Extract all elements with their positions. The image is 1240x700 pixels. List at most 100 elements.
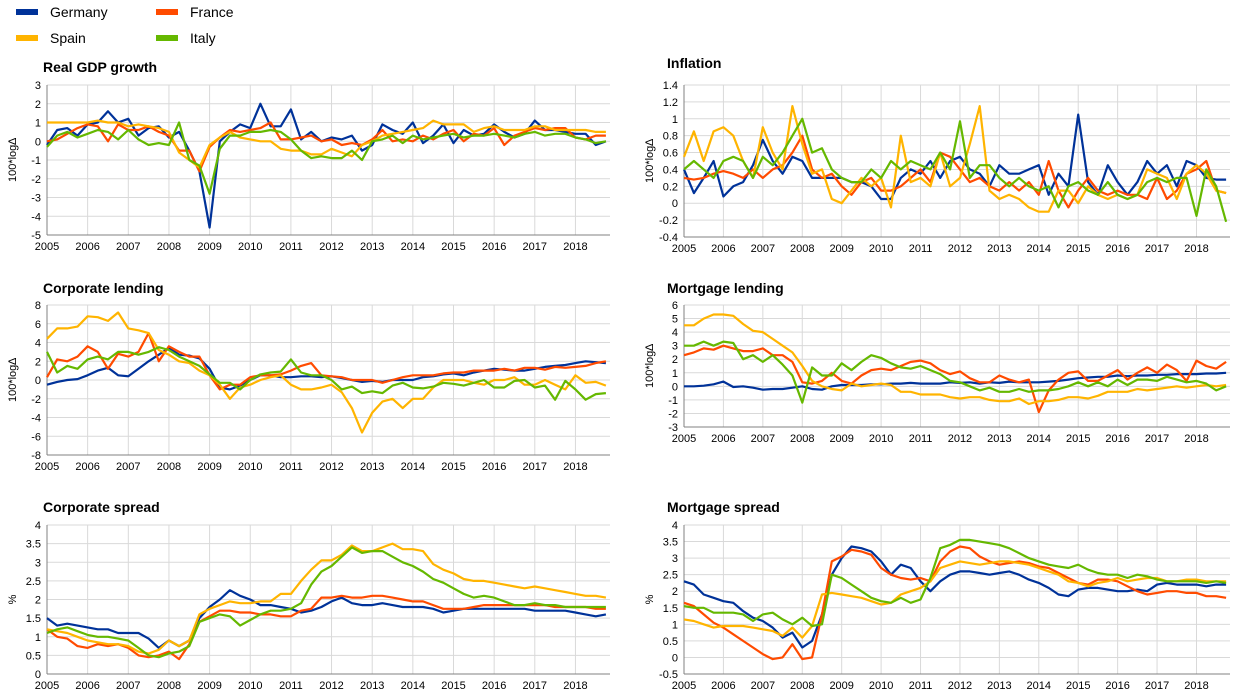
y-tick-label: 3 bbox=[35, 80, 41, 92]
x-tick-label: 2006 bbox=[711, 680, 735, 692]
series-line-france bbox=[46, 332, 607, 391]
x-tick-label: 2018 bbox=[563, 461, 587, 473]
y-tick-label: -3 bbox=[31, 193, 41, 205]
x-tick-label: 2011 bbox=[279, 461, 303, 473]
x-tick-label: 2006 bbox=[711, 243, 735, 255]
y-tick-label: 2 bbox=[672, 586, 678, 598]
y-tick-label: 3 bbox=[672, 553, 678, 565]
series-line-italy bbox=[46, 546, 606, 659]
legend-swatch-italy bbox=[156, 35, 178, 42]
y-tick-label: -0.5 bbox=[659, 669, 678, 681]
x-tick-label: 2012 bbox=[319, 241, 343, 253]
x-tick-label: 2010 bbox=[869, 433, 893, 445]
y-tick-label: -1 bbox=[668, 395, 678, 407]
x-tick-label: 2017 bbox=[1145, 433, 1169, 445]
x-tick-label: 2015 bbox=[441, 241, 465, 253]
x-tick-label: 2009 bbox=[197, 680, 221, 692]
y-tick-label: 1.5 bbox=[26, 613, 41, 625]
legend-swatch-germany bbox=[16, 9, 38, 16]
x-tick-label: 2012 bbox=[948, 433, 972, 445]
series-line-spain bbox=[46, 311, 607, 434]
x-tick-label: 2010 bbox=[238, 680, 262, 692]
y-tick-label: 0.2 bbox=[663, 181, 678, 193]
y-tick-label: 4 bbox=[35, 520, 41, 532]
x-tick-label: 2005 bbox=[35, 461, 59, 473]
legend-label-spain: Spain bbox=[50, 30, 86, 46]
y-tick-label: 1 bbox=[672, 368, 678, 380]
y-tick-label: 2.5 bbox=[26, 576, 41, 588]
y-axis-title: 100*log∆ bbox=[644, 139, 656, 183]
y-tick-label: -5 bbox=[31, 230, 41, 242]
panel-title-mortgage-spread: Mortgage spread bbox=[667, 499, 780, 515]
x-tick-label: 2007 bbox=[751, 433, 775, 445]
x-tick-label: 2016 bbox=[482, 680, 506, 692]
x-tick-label: 2017 bbox=[1145, 243, 1169, 255]
y-tick-label: 4 bbox=[672, 327, 678, 339]
y-tick-label: 1 bbox=[35, 632, 41, 644]
series-line-spain bbox=[46, 542, 607, 655]
x-tick-label: 2013 bbox=[360, 461, 384, 473]
x-tick-label: 2005 bbox=[672, 433, 696, 445]
panel-title-corporate-lending: Corporate lending bbox=[43, 280, 164, 296]
x-tick-label: 2011 bbox=[279, 241, 303, 253]
x-tick-label: 2017 bbox=[523, 241, 547, 253]
y-tick-label: 0.5 bbox=[26, 650, 41, 662]
series-line-spain bbox=[683, 560, 1227, 639]
x-tick-label: 2008 bbox=[790, 680, 814, 692]
x-tick-label: 2016 bbox=[1105, 243, 1129, 255]
y-tick-label: 5 bbox=[672, 314, 678, 326]
y-tick-label: 1.5 bbox=[663, 603, 678, 615]
y-tick-label: -0.2 bbox=[659, 215, 678, 227]
y-tick-label: 0.8 bbox=[663, 131, 678, 143]
series-line-spain bbox=[684, 313, 1227, 406]
x-tick-label: 2005 bbox=[672, 243, 696, 255]
y-tick-label: -4 bbox=[31, 211, 41, 223]
series-line-italy bbox=[46, 121, 607, 195]
y-tick-label: 1 bbox=[672, 619, 678, 631]
y-tick-label: 4 bbox=[35, 338, 41, 350]
x-tick-label: 2008 bbox=[157, 461, 181, 473]
x-tick-label: 2016 bbox=[1105, 433, 1129, 445]
y-tick-label: 1 bbox=[35, 118, 41, 130]
x-tick-label: 2010 bbox=[869, 243, 893, 255]
x-tick-label: 2014 bbox=[401, 680, 425, 692]
x-tick-label: 2015 bbox=[441, 461, 465, 473]
x-tick-label: 2012 bbox=[948, 680, 972, 692]
y-tick-label: 8 bbox=[35, 300, 41, 312]
y-tick-label: 2 bbox=[672, 354, 678, 366]
series-line-italy bbox=[684, 340, 1227, 404]
x-tick-label: 2009 bbox=[829, 680, 853, 692]
y-tick-label: 4 bbox=[672, 520, 678, 532]
y-tick-label: -6 bbox=[31, 431, 41, 443]
y-axis-title: % bbox=[644, 594, 656, 604]
x-tick-label: 2018 bbox=[1184, 433, 1208, 445]
y-tick-label: 0 bbox=[35, 375, 41, 387]
y-tick-label: 1.2 bbox=[663, 97, 678, 109]
x-tick-label: 2008 bbox=[157, 680, 181, 692]
y-tick-label: 1 bbox=[672, 114, 678, 126]
x-tick-label: 2011 bbox=[909, 243, 933, 255]
x-tick-label: 2005 bbox=[672, 680, 696, 692]
y-tick-label: 0 bbox=[672, 381, 678, 393]
y-tick-label: 6 bbox=[672, 300, 678, 312]
series-line-italy bbox=[46, 346, 607, 401]
x-tick-label: 2005 bbox=[35, 241, 59, 253]
x-tick-label: 2007 bbox=[116, 680, 140, 692]
y-axis-title: % bbox=[7, 594, 19, 604]
x-tick-label: 2005 bbox=[35, 680, 59, 692]
legend-item-spain: Spain bbox=[16, 30, 86, 46]
chart-legend: Germany France Spain Italy bbox=[16, 4, 276, 50]
x-tick-label: 2006 bbox=[711, 433, 735, 445]
x-tick-label: 2006 bbox=[75, 461, 99, 473]
x-tick-label: 2018 bbox=[563, 241, 587, 253]
x-tick-label: 2006 bbox=[75, 680, 99, 692]
x-tick-label: 2007 bbox=[751, 680, 775, 692]
y-tick-label: 2 bbox=[35, 356, 41, 368]
x-tick-label: 2012 bbox=[319, 461, 343, 473]
x-tick-label: 2014 bbox=[1027, 680, 1051, 692]
x-tick-label: 2011 bbox=[909, 433, 933, 445]
x-tick-label: 2008 bbox=[790, 243, 814, 255]
